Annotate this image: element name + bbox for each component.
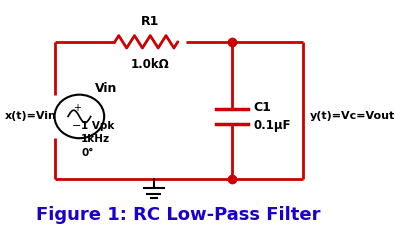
- Text: 0.1μF: 0.1μF: [253, 119, 290, 132]
- Text: y(t)=Vc=Vout: y(t)=Vc=Vout: [309, 111, 394, 122]
- Text: 1 Vpk
1kHz
0°: 1 Vpk 1kHz 0°: [81, 121, 114, 157]
- Text: Figure 1: RC Low-Pass Filter: Figure 1: RC Low-Pass Filter: [36, 206, 320, 224]
- Text: R1: R1: [141, 15, 159, 28]
- Text: x(t)=Vin: x(t)=Vin: [5, 111, 57, 122]
- Text: Vin: Vin: [95, 82, 117, 95]
- Text: +: +: [72, 103, 80, 113]
- Text: −: −: [72, 121, 81, 131]
- Text: C1: C1: [253, 101, 270, 114]
- Text: 1.0kΩ: 1.0kΩ: [131, 58, 169, 71]
